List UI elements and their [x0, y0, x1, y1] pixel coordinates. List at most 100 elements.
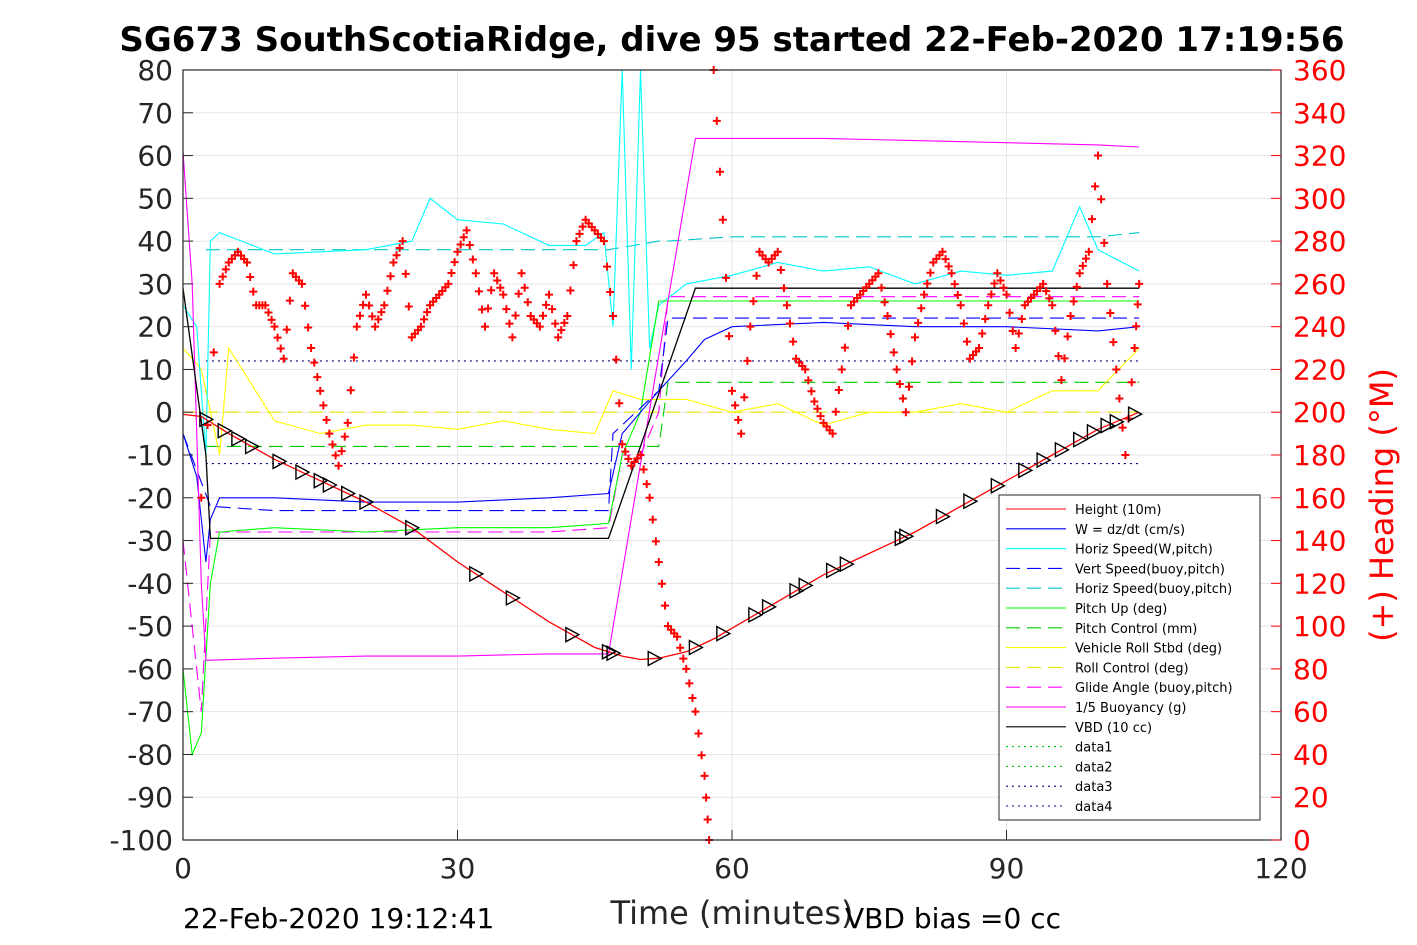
footer-timestamp: 22-Feb-2020 19:12:41 — [183, 902, 494, 935]
heading-point — [197, 493, 206, 502]
heading-point — [1060, 354, 1069, 363]
legend-label: 1/5 Buoyancy (g) — [1075, 701, 1186, 716]
series-line-buoyancy — [182, 137, 1140, 661]
heading-point — [490, 269, 499, 278]
heading-point — [1130, 344, 1139, 353]
heading-point — [459, 233, 468, 242]
series-line-w — [182, 321, 1140, 562]
height-triangle-marker — [199, 411, 215, 428]
y-right-tick-label: 180 — [1293, 439, 1346, 472]
heading-point — [725, 332, 734, 341]
heading-point — [606, 288, 615, 297]
heading-point — [828, 429, 837, 438]
heading-point — [474, 287, 483, 296]
heading-point — [731, 401, 740, 410]
legend-label: Pitch Control (mm) — [1075, 622, 1197, 637]
heading-point — [950, 280, 959, 289]
footer-vbd-bias: VBD bias =0 cc — [845, 902, 1061, 935]
heading-point — [297, 279, 306, 288]
y-tick-label: -60 — [127, 653, 173, 686]
heading-point — [313, 373, 322, 382]
series-line-vbd — [182, 287, 1140, 540]
series-line-height — [182, 411, 1140, 661]
heading-point — [691, 707, 700, 716]
heading-point — [542, 300, 551, 309]
heading-point — [523, 298, 532, 307]
y-right-tick-label: 340 — [1293, 97, 1346, 130]
heading-point — [560, 318, 569, 327]
y-tick-label: 40 — [137, 225, 173, 258]
heading-point — [1005, 308, 1014, 317]
heading-point — [1075, 269, 1084, 278]
heading-point — [654, 557, 663, 566]
x-axis-label: Time (minutes) — [610, 894, 854, 932]
heading-point — [981, 314, 990, 323]
height-triangle-marker — [899, 528, 915, 545]
heading-point — [578, 222, 587, 231]
heading-point — [349, 353, 358, 362]
heading-point — [511, 311, 520, 320]
heading-point — [651, 537, 660, 546]
heading-point — [371, 322, 380, 331]
height-triangle-marker — [359, 493, 375, 511]
heading-point — [603, 262, 612, 271]
heading-point — [816, 412, 825, 421]
y-right-tick-label: 360 — [1293, 54, 1346, 87]
y-right-tick-label: 120 — [1293, 567, 1346, 600]
height-triangle-marker — [505, 589, 521, 607]
heading-point — [1081, 254, 1090, 263]
heading-point — [624, 454, 633, 463]
x-tick-label: 0 — [174, 852, 192, 885]
heading-point — [325, 429, 334, 438]
y-tick-label: 70 — [137, 97, 173, 130]
height-triangle-marker — [601, 643, 617, 660]
y-right-tick-label: 80 — [1293, 653, 1329, 686]
y-tick-label: 10 — [137, 353, 173, 386]
height-triangle-marker — [1086, 423, 1102, 441]
y-tick-label: -80 — [127, 738, 173, 771]
heading-point — [1011, 344, 1020, 353]
height-triangle-marker — [789, 582, 805, 599]
y-tick-label: 50 — [137, 182, 173, 215]
heading-point — [746, 322, 755, 331]
heading-point — [307, 344, 316, 353]
heading-point — [728, 386, 736, 395]
heading-point — [609, 311, 618, 320]
heading-point — [444, 279, 453, 288]
heading-point — [557, 326, 566, 335]
y-right-tick-label: 200 — [1293, 396, 1346, 429]
heading-point — [380, 301, 389, 310]
heading-point — [874, 269, 883, 278]
heading-point — [264, 308, 273, 317]
heading-point — [911, 333, 919, 342]
heading-point — [273, 333, 282, 342]
heading-point — [423, 308, 432, 317]
heading-point — [301, 301, 310, 310]
heading-point — [715, 167, 724, 176]
heading-point — [1063, 332, 1072, 341]
heading-point — [697, 751, 706, 760]
heading-point — [1100, 238, 1109, 247]
legend-box — [998, 494, 1261, 821]
height-triangle-marker — [1036, 451, 1052, 469]
series-line-roll — [182, 346, 1140, 456]
heading-point — [1097, 195, 1106, 204]
heading-point — [1017, 314, 1026, 323]
heading-point — [737, 429, 746, 438]
heading-point — [569, 261, 578, 270]
heading-point — [813, 404, 822, 413]
y-tick-label: 80 — [137, 54, 173, 87]
heading-point — [1091, 182, 1100, 191]
heading-point — [401, 269, 410, 278]
x-tick-label: 90 — [989, 852, 1025, 885]
heading-point — [493, 276, 502, 285]
height-triangle-marker — [1054, 441, 1070, 459]
heading-point — [615, 399, 624, 408]
height-triangle-marker — [1073, 431, 1089, 448]
heading-point — [1112, 365, 1121, 374]
heading-point — [941, 255, 950, 264]
height-triangle-marker — [322, 476, 338, 494]
heading-point — [688, 693, 697, 702]
heading-point — [880, 298, 889, 307]
heading-point — [282, 325, 291, 334]
